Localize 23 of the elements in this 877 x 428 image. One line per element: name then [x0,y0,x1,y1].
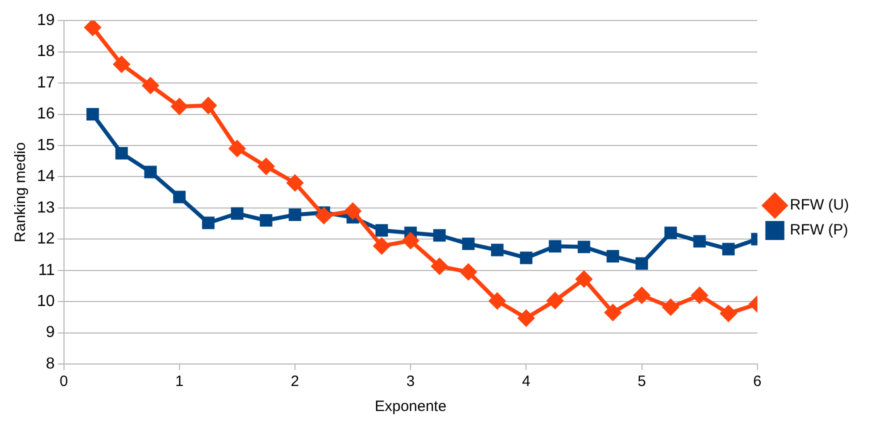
y-tick-label: 13 [37,199,55,216]
y-axis-title: Ranking medio [12,142,30,242]
y-tick-label: 17 [37,74,55,92]
x-axis-title: Exponente [374,398,446,416]
legend-label: RFW (P) [790,222,848,239]
y-tick-label: 14 [37,168,55,186]
x-tick-label: 4 [522,373,530,390]
y-tick-label: 18 [37,43,55,60]
y-tick-label: 8 [46,355,55,372]
y-tick-label: 19 [37,12,55,30]
y-tick-label: 11 [38,262,55,279]
x-tick-label: 0 [60,373,68,390]
legend-label: RFW (U) [790,196,850,214]
x-tick-label: 6 [753,373,762,390]
x-tick-label: 3 [406,373,415,390]
y-tick-label: 12 [37,230,55,248]
y-tick-label: 15 [37,136,55,154]
y-tick-label: 10 [37,292,55,310]
y-tick-label: 9 [46,324,55,342]
x-tick-label: 5 [638,373,646,390]
x-tick-label: 1 [175,373,184,390]
y-tick-label: 16 [37,106,55,123]
x-tick-label: 2 [290,373,300,390]
